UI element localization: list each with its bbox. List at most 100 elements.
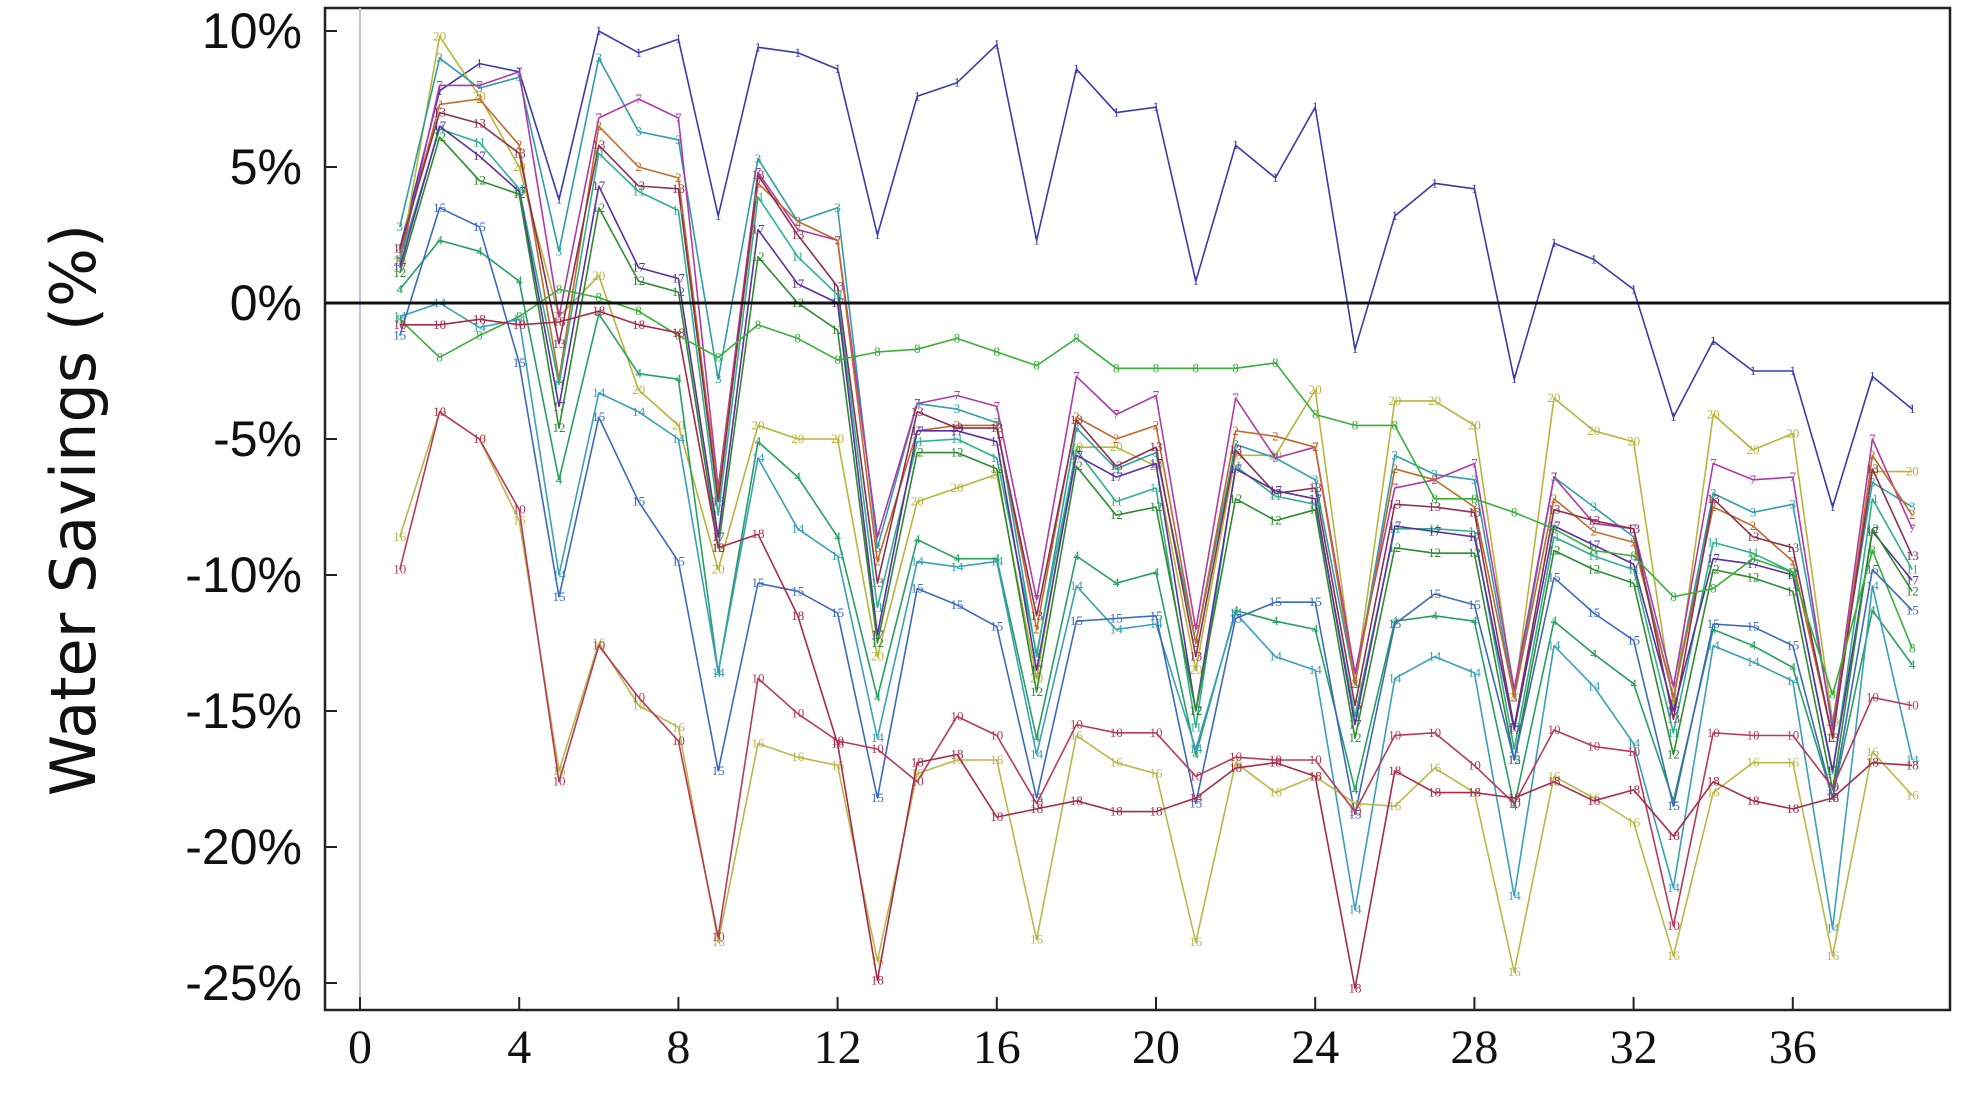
data-point-label: 13 — [1388, 496, 1401, 511]
data-point-label: 2 — [1909, 507, 1916, 522]
data-point-label: 15 — [473, 219, 486, 234]
data-point-label: 7 — [1511, 681, 1518, 696]
data-point-label: 12 — [513, 186, 526, 201]
data-point-label: 3 — [954, 401, 961, 416]
data-point-label: 3 — [1869, 475, 1876, 490]
data-point-label: 4 — [1471, 613, 1478, 628]
series-line — [399, 98, 1913, 740]
data-point-label: 8 — [556, 281, 563, 296]
data-point-label: 2 — [994, 417, 1001, 432]
data-point-label: 1 — [436, 83, 443, 98]
data-point-label: 13 — [513, 145, 526, 160]
data-point-label: 18 — [1150, 804, 1163, 819]
data-point-label: 8 — [954, 330, 961, 345]
data-point-label: 10 — [1468, 757, 1481, 772]
data-point-label: 4 — [516, 273, 523, 288]
data-point-label: 4 — [596, 306, 603, 321]
data-point-label: 10 — [1428, 725, 1441, 740]
data-point-label: 20 — [752, 417, 765, 432]
data-point-label: 2 — [1392, 461, 1399, 476]
data-point-label: 17 — [1309, 491, 1323, 506]
data-point-label: 10 — [1866, 689, 1879, 704]
data-point-label: 12 — [1786, 583, 1799, 598]
data-point-label: 8 — [1113, 360, 1120, 375]
data-point-label: 15 — [1906, 602, 1919, 617]
data-point-label: 16 — [791, 749, 805, 764]
data-point-label: 7 — [1750, 472, 1757, 487]
data-point-label: 2 — [1153, 417, 1160, 432]
data-point-label: 16 — [1747, 755, 1761, 770]
data-point-label: 2 — [834, 232, 841, 247]
data-point-label: 16 — [1548, 768, 1562, 783]
data-point-label: 1 — [635, 45, 642, 60]
data-point-label: 2 — [1431, 472, 1438, 487]
data-point-label: 15 — [1428, 586, 1441, 601]
data-point-label: 13 — [791, 227, 804, 242]
data-point-label: 1 — [954, 75, 961, 90]
data-point-label: 7 — [1829, 722, 1836, 737]
data-point-label: 8 — [476, 328, 483, 343]
data-point-label: 2 — [1591, 523, 1598, 538]
data-point-label: 17 — [1269, 483, 1283, 498]
data-point-label: 16 — [1707, 785, 1721, 800]
data-point-label: 3 — [1710, 485, 1717, 500]
data-point-label: 12 — [473, 173, 486, 188]
data-point-label: 1 — [1869, 368, 1876, 383]
data-point-label: 11 — [1468, 523, 1481, 538]
data-point-label: 20 — [1548, 390, 1561, 405]
data-point-label: 12 — [672, 284, 685, 299]
data-point-label: 13 — [1747, 529, 1760, 544]
data-point-label: 15 — [1309, 594, 1322, 609]
data-point-label: 13 — [1468, 504, 1481, 519]
data-point-label: 20 — [791, 431, 804, 446]
data-point-label: 3 — [675, 132, 682, 147]
data-point-label: 3 — [1591, 499, 1598, 514]
data-point-label: 2 — [1551, 491, 1558, 506]
data-point-label: 4 — [397, 281, 404, 296]
data-point-label: 10 — [990, 727, 1003, 742]
data-point-label: 12 — [1309, 502, 1322, 517]
data-point-label: 14 — [1587, 679, 1601, 694]
x-tick-label: 4 — [507, 1021, 531, 1074]
data-point-label: 18 — [871, 972, 884, 987]
data-point-label: 1 — [994, 37, 1001, 52]
data-point-label: 18 — [1030, 801, 1043, 816]
data-point-label: 14 — [951, 559, 965, 574]
data-point-label: 7 — [755, 164, 762, 179]
data-point-label: 1 — [1471, 181, 1478, 196]
data-point-label: 1 — [1312, 99, 1319, 114]
data-point-label: 16 — [1906, 787, 1920, 802]
data-point-label: 14 — [1627, 736, 1641, 751]
data-point-label: 4 — [954, 551, 961, 566]
data-point-label: 16 — [1150, 766, 1164, 781]
data-point-label: 15 — [951, 597, 964, 612]
data-point-label: 16 — [393, 529, 407, 544]
data-point-label: 7 — [675, 110, 682, 125]
data-point-label: 13 — [553, 336, 566, 351]
data-point-label: 2 — [1193, 635, 1200, 650]
data-point-label: 14 — [1110, 621, 1124, 636]
series-line — [399, 288, 1913, 696]
data-point-label: 3 — [1232, 436, 1239, 451]
data-point-label: 16 — [752, 736, 766, 751]
data-point-label: 17 — [1468, 529, 1482, 544]
data-point-label: 18 — [1906, 757, 1919, 772]
x-tick-label: 8 — [666, 1021, 690, 1074]
data-point-label: 12 — [1587, 562, 1600, 577]
data-point-label: 18 — [592, 303, 605, 318]
data-point-label: 16 — [1428, 760, 1442, 775]
data-point-label: 8 — [436, 349, 443, 364]
data-point-label: 14 — [752, 450, 766, 465]
series-line — [399, 410, 1913, 938]
data-point-label: 13 — [1309, 480, 1322, 495]
data-point-label: 18 — [1826, 790, 1839, 805]
data-point-label: 12 — [1269, 513, 1282, 528]
data-point-label: 4 — [1551, 613, 1558, 628]
data-point-label: 18 — [1707, 774, 1720, 789]
data-point-label: 7 — [1193, 621, 1200, 636]
data-point-label: 15 — [1667, 798, 1680, 813]
data-point-label: 3 — [1312, 472, 1319, 487]
data-point-label: 13 — [1229, 442, 1242, 457]
data-point-label: 17 — [1548, 518, 1562, 533]
